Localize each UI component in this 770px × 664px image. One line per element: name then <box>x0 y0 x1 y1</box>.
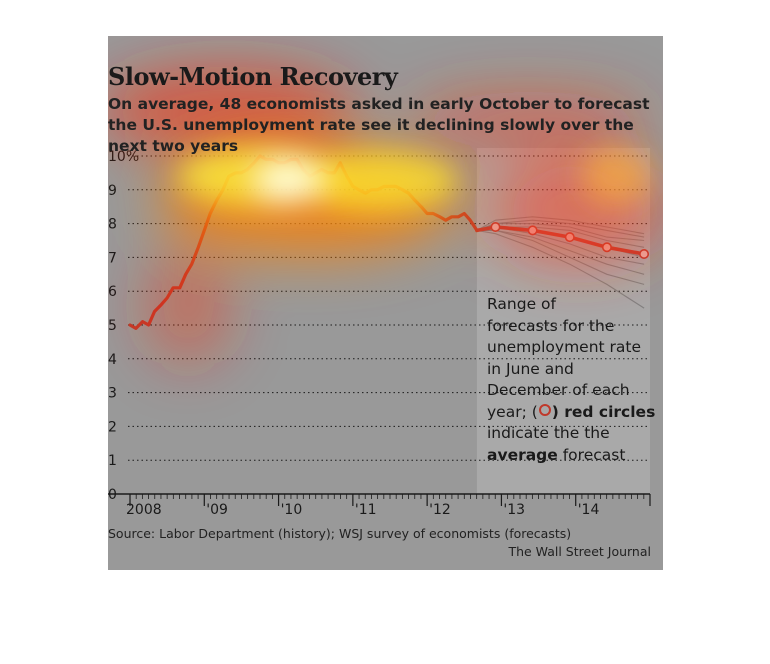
y-tick-label: 4 <box>108 352 117 368</box>
average-forecast-point <box>490 221 501 232</box>
chart-subtitle: On average, 48 economists asked in early… <box>108 95 650 155</box>
annotation-line: in June and <box>487 359 574 378</box>
annotation-line: December of each <box>487 381 630 399</box>
annotation-line: year; ( <box>487 402 538 421</box>
annotation-line: unemployment rate <box>487 338 642 356</box>
x-axis: 2008 '09 '10 '11 '12 '13 '14 <box>108 493 651 518</box>
average-forecast-point <box>564 232 575 243</box>
average-forecast-point <box>639 249 650 260</box>
x-tick-label: '09 <box>206 502 228 518</box>
annotation-line: forecasts for the <box>487 316 615 335</box>
red-circle-icon <box>538 403 551 416</box>
x-tick-label: '14 <box>578 502 600 518</box>
y-tick-label: 8 <box>108 217 117 233</box>
forecast-annotation: Range of forecasts for the unemployment … <box>487 294 657 466</box>
x-tick-label: '11 <box>355 502 377 518</box>
y-tick-label: 0 <box>108 487 117 503</box>
x-tick-label: '12 <box>429 502 451 518</box>
annotation-bold: average <box>487 445 558 464</box>
y-tick-label: 6 <box>108 284 117 300</box>
average-forecast-point <box>527 225 538 236</box>
average-forecast-point <box>601 242 612 253</box>
history-series <box>128 154 479 330</box>
history-line <box>128 154 479 330</box>
x-tick-label: 2008 <box>126 502 162 518</box>
x-tick-label: '13 <box>503 502 525 518</box>
chart-figure: 10% 9 8 7 6 5 4 3 2 1 0 2008'09'10'11'12'13'14 Slo… <box>108 36 663 570</box>
annotation-line: indicate the the <box>487 424 610 442</box>
annotation-line: Range of <box>487 295 556 313</box>
y-tick-label: 1 <box>108 453 117 469</box>
y-tick-label: 7 <box>108 250 117 266</box>
x-tick-label: '10 <box>281 502 303 518</box>
y-tick-label: 5 <box>108 318 117 334</box>
publisher-credit: The Wall Street Journal <box>508 544 651 559</box>
annotation-bold: ) red circles <box>551 402 656 421</box>
y-tick-label: 9 <box>108 183 117 199</box>
chart-title: Slow-Motion Recovery <box>108 62 398 91</box>
annotation-line: forecast <box>557 445 626 464</box>
y-tick-label: 2 <box>108 419 117 435</box>
y-tick-label: 3 <box>108 386 117 402</box>
source-note: Source: Labor Department (history); WSJ … <box>108 526 572 541</box>
